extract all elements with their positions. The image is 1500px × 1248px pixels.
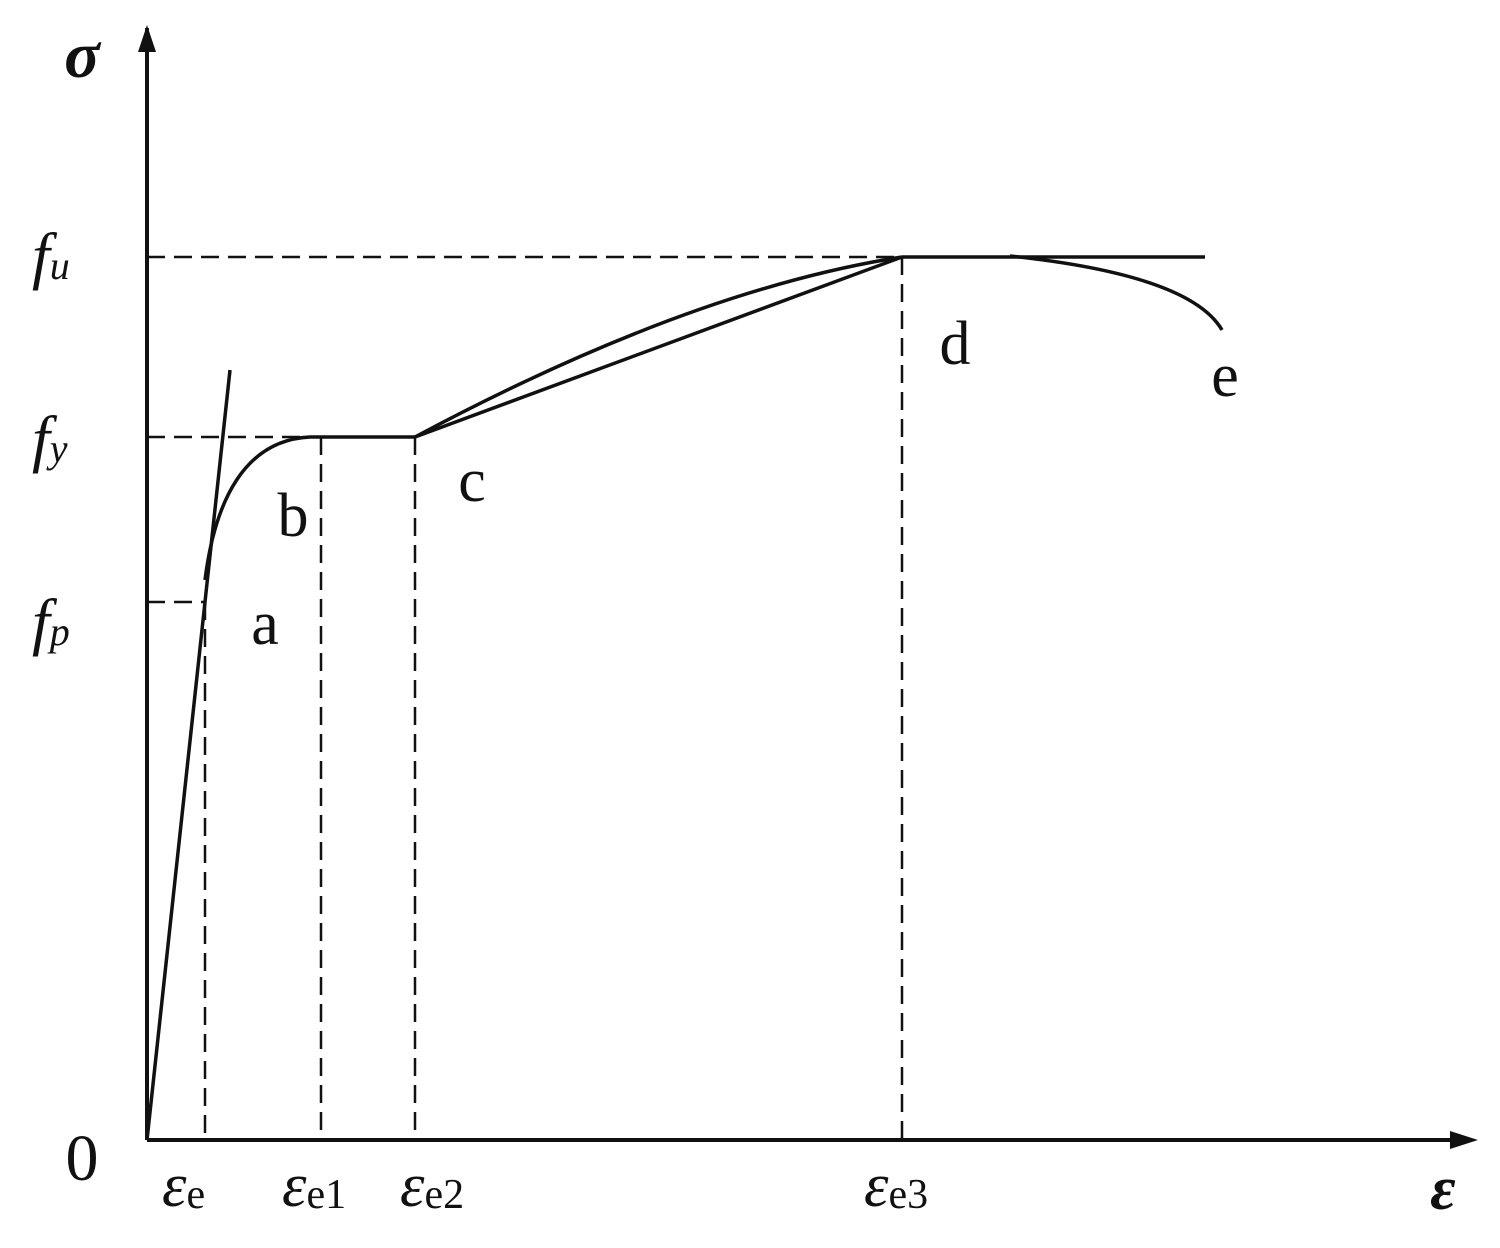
point-label: b	[278, 482, 309, 550]
x-label-main: ε	[282, 1152, 307, 1220]
x-label: εe2	[400, 1152, 464, 1220]
point-label: d	[940, 310, 971, 378]
point-label: a	[251, 590, 279, 658]
y-axis-label: σ	[64, 19, 102, 92]
y-label-sub: u	[50, 243, 70, 288]
x-label-main: ε	[400, 1152, 425, 1220]
y-label: fu	[32, 220, 70, 291]
x-label-sub: e3	[888, 1172, 928, 1218]
y-label: fp	[32, 586, 70, 657]
necking-curve	[1009, 254, 1224, 331]
y-label-sub: p	[47, 609, 70, 654]
chord	[414, 255, 903, 439]
y-arrow	[138, 25, 156, 52]
x-label-main: ε	[162, 1152, 187, 1220]
point-label: c	[458, 447, 486, 515]
x-label-sub: e2	[424, 1172, 464, 1218]
x-axis-label: ε	[1430, 1155, 1455, 1223]
x-arrow	[1450, 1131, 1478, 1149]
point-label: e	[1211, 342, 1239, 410]
origin-label: 0	[66, 1122, 99, 1195]
x-label-sub: e1	[306, 1172, 346, 1218]
y-label: fy	[32, 403, 68, 474]
hardening-curve	[414, 255, 903, 439]
x-label-main: ε	[864, 1152, 889, 1220]
elastic-line	[145, 369, 232, 1141]
x-label: εe3	[864, 1152, 928, 1220]
yield-curve	[203, 435, 415, 581]
y-label-sub: y	[46, 426, 68, 471]
x-label: εe1	[282, 1152, 346, 1220]
x-label: εe	[162, 1152, 205, 1220]
x-label-sub: e	[186, 1172, 205, 1218]
